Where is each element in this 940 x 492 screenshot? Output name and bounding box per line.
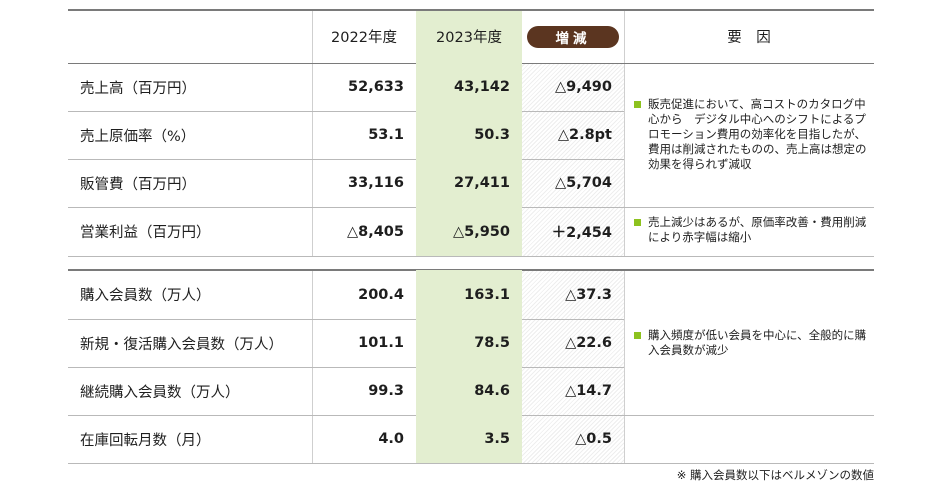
bullet-square-icon bbox=[634, 332, 641, 339]
row-label-operating-income: 営業利益（百万円） bbox=[80, 225, 211, 241]
header-change: 増減 bbox=[522, 10, 624, 63]
cell-change: ＋2,454 bbox=[551, 225, 612, 241]
table-bottom-border bbox=[68, 463, 874, 464]
factor-note-sales: 販売促進において、高コストのカタログ中心から デジタル中心へのシフトによるプロモ… bbox=[634, 97, 872, 172]
table-top-border bbox=[68, 9, 874, 11]
row-label-inventory-turnover: 在庫回転月数（月） bbox=[80, 432, 211, 449]
row-label-continuing-members: 継続購入会員数（万人） bbox=[80, 384, 240, 401]
header-factor: 要 因 bbox=[727, 30, 771, 46]
cell-2023: 163.1 bbox=[416, 270, 522, 319]
bullet-square-icon bbox=[634, 219, 641, 226]
footnote: ※ 購入会員数以下はベルメゾンの数値 bbox=[676, 468, 874, 482]
cell-change: △37.3 bbox=[565, 286, 612, 303]
factor-note-members: 購入頻度が低い会員を中心に、全般的に購入会員数が減少 bbox=[634, 328, 872, 358]
cell-change: △22.6 bbox=[565, 335, 612, 351]
cell-2023: 27,411 bbox=[416, 159, 522, 207]
cell-2023: 43,142 bbox=[416, 63, 522, 111]
results-table: 2022年度 2023年度 増減 要 因 売上高（百万円） 52,633 43,… bbox=[68, 0, 874, 492]
cell-2022: △8,405 bbox=[346, 223, 404, 240]
row-label-new-revived-members: 新規・復活購入会員数（万人） bbox=[80, 336, 283, 353]
cell-change: △9,490 bbox=[554, 79, 612, 95]
header-2022: 2022年度 bbox=[331, 30, 397, 46]
cell-2022: 33,116 bbox=[348, 175, 404, 191]
divider bbox=[624, 10, 625, 256]
cell-change: △5,704 bbox=[554, 175, 612, 191]
row-divider bbox=[68, 319, 624, 320]
cell-2022: 53.1 bbox=[368, 127, 404, 143]
cell-2023: 50.3 bbox=[416, 111, 522, 159]
row-divider bbox=[68, 111, 624, 112]
factor-note-operating-income: 売上減少はあるが、原価率改善・費用削減により赤字幅は縮小 bbox=[634, 215, 872, 245]
divider bbox=[624, 270, 625, 463]
change-badge: 増減 bbox=[527, 25, 619, 48]
row-divider bbox=[68, 159, 624, 160]
cell-2023: 3.5 bbox=[416, 415, 522, 463]
cell-2022: 101.1 bbox=[358, 335, 404, 351]
cell-change: △2.8pt bbox=[557, 127, 612, 143]
col-change-bg-bottom bbox=[522, 270, 624, 463]
cell-2022: 4.0 bbox=[378, 431, 404, 447]
bullet-square-icon bbox=[634, 101, 641, 108]
header-2023: 2023年度 bbox=[436, 30, 502, 46]
cell-2022: 200.4 bbox=[358, 286, 404, 303]
cell-2022: 99.3 bbox=[368, 383, 404, 399]
row-divider bbox=[68, 367, 624, 368]
row-label-purchasing-members: 購入会員数（万人） bbox=[80, 288, 211, 304]
row-label-sales: 売上高（百万円） bbox=[80, 80, 196, 97]
col-2023-header-bg bbox=[416, 10, 522, 63]
cell-2023: 84.6 bbox=[416, 367, 522, 415]
cell-change: △0.5 bbox=[575, 431, 612, 447]
section-bottom-border bbox=[68, 256, 874, 257]
cell-2023: 78.5 bbox=[416, 319, 522, 367]
divider bbox=[312, 10, 313, 256]
cell-change: △14.7 bbox=[565, 383, 612, 399]
row-label-sga: 販管費（百万円） bbox=[80, 176, 196, 193]
cell-2023: △5,950 bbox=[416, 207, 522, 256]
cell-2022: 52,633 bbox=[348, 79, 404, 95]
divider bbox=[312, 270, 313, 463]
row-label-cost-ratio: 売上原価率（%） bbox=[80, 128, 196, 145]
